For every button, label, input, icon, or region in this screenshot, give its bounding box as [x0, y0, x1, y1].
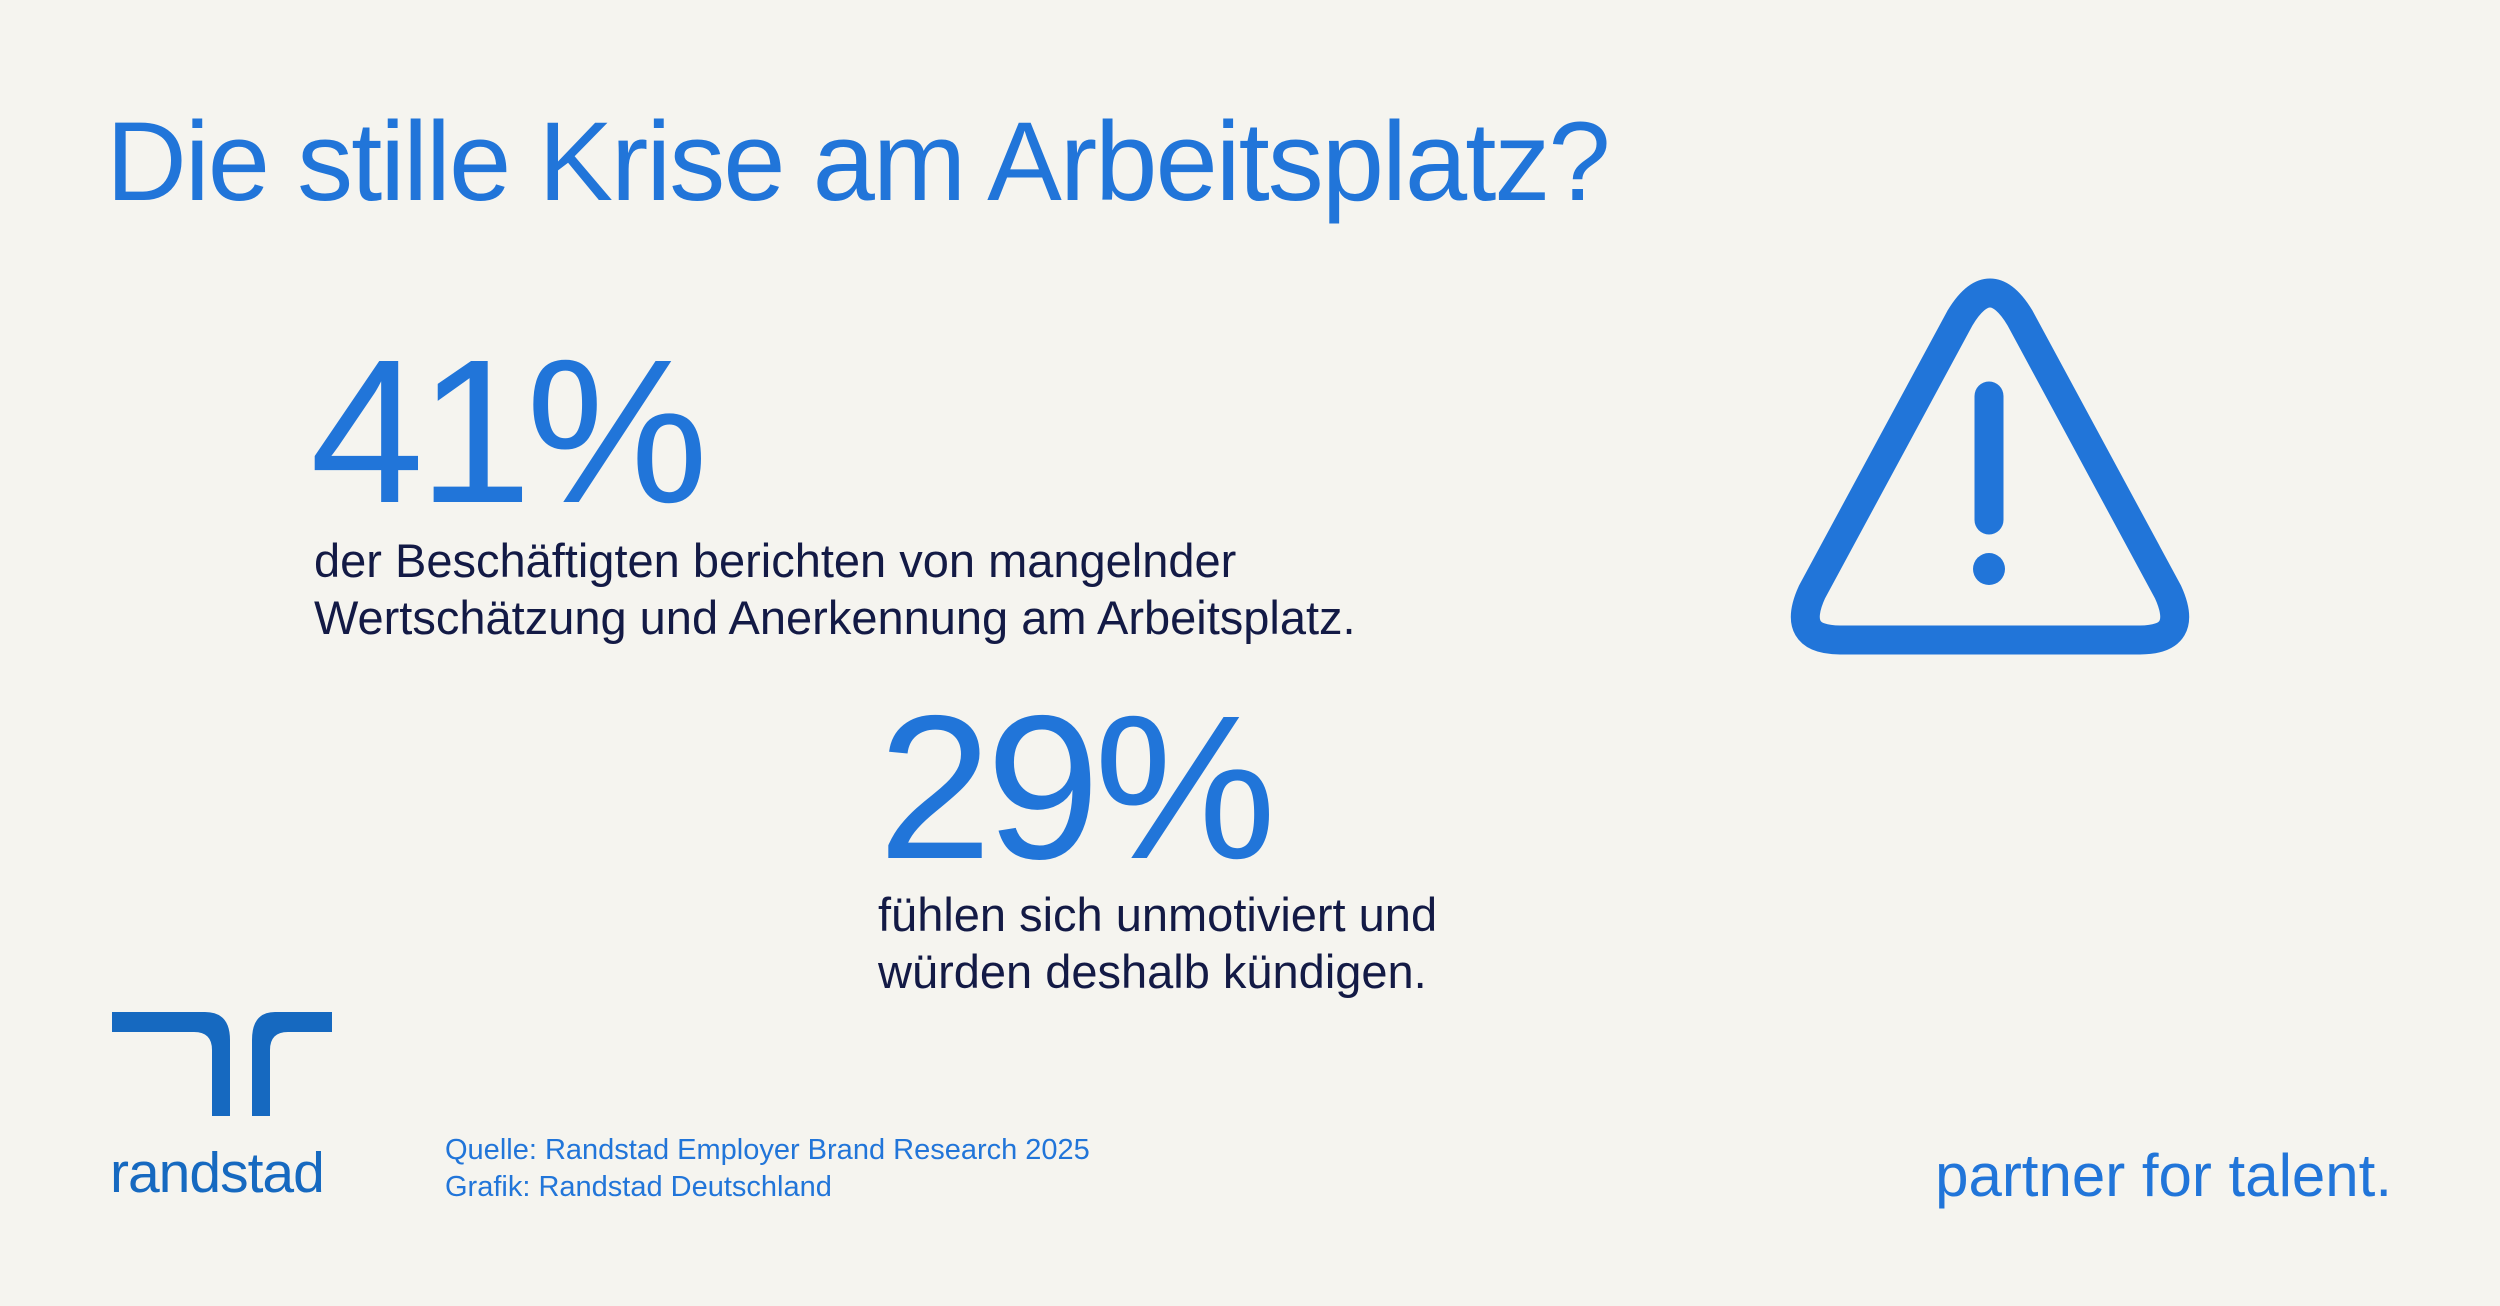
warning-triangle [1790, 278, 2190, 655]
stat-text: Wertschätzung und Anerkennung am Arbeits… [314, 591, 1356, 644]
logo-left [112, 1012, 230, 1116]
source: Grafik: Randstad Deutschland [445, 1171, 832, 1203]
warning-dot [1973, 553, 2005, 585]
stat-text: fühlen sich unmotiviert und [878, 888, 1437, 941]
tagline: partner for talent. [1935, 1142, 2392, 1209]
title: Die stille Krise am Arbeitsplatz? [106, 99, 1609, 224]
logo-right [252, 1012, 332, 1116]
stat-value: 41% [310, 317, 702, 546]
warning-icon [1790, 278, 2190, 655]
logo-mark [112, 1012, 332, 1116]
logo-text: randstad [110, 1141, 324, 1205]
source: Quelle: Randstad Employer Brand Research… [445, 1134, 1090, 1166]
stat-text: der Beschäftigten berichten von mangelnd… [314, 534, 1236, 587]
stat-text: würden deshalb kündigen. [877, 945, 1427, 998]
stat-value: 29% [878, 673, 1270, 902]
